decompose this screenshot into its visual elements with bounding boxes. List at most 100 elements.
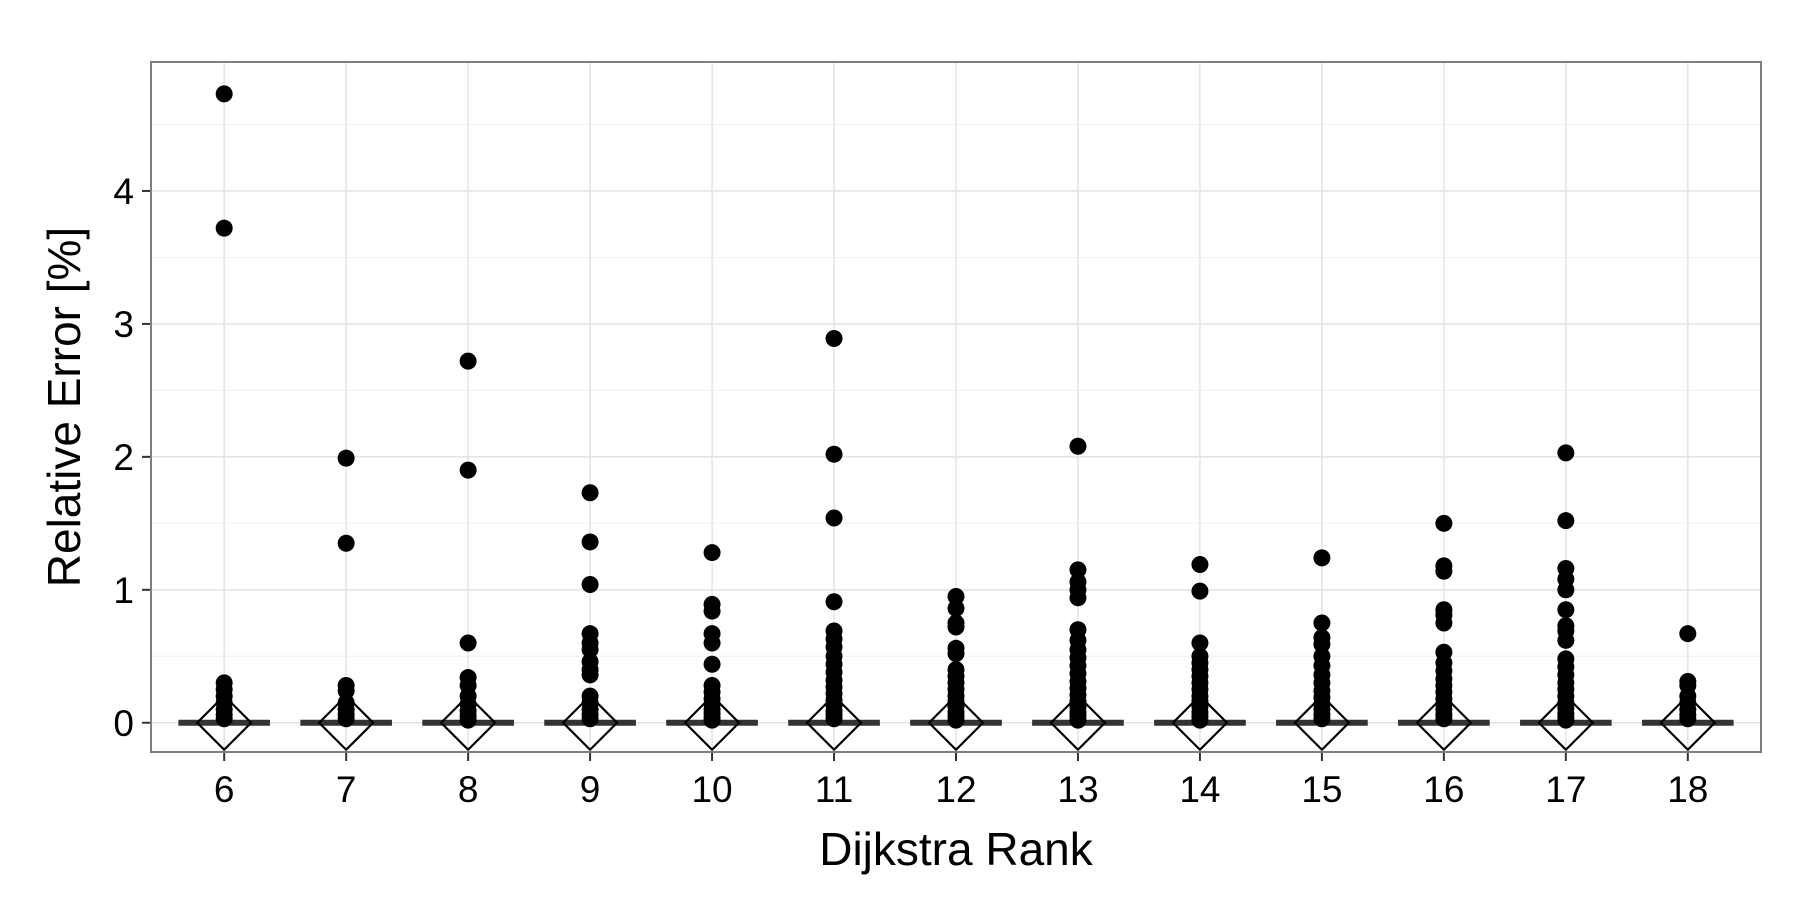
boxplot-group <box>1276 549 1368 752</box>
outlier-point <box>703 602 721 620</box>
outlier-point <box>1679 625 1697 643</box>
outlier-point <box>459 352 477 370</box>
y-tick-label: 3 <box>113 304 134 345</box>
outlier-point <box>337 710 355 728</box>
outlier-point <box>703 655 721 673</box>
outlier-point <box>581 641 599 659</box>
mean-marker <box>1659 694 1717 752</box>
data-layer <box>178 85 1734 752</box>
boxplot-group <box>910 587 1002 752</box>
outlier-point <box>1191 556 1209 574</box>
outlier-point <box>459 711 477 729</box>
outlier-point <box>215 219 233 237</box>
outlier-point <box>1313 710 1331 728</box>
boxplot-group <box>1032 437 1124 752</box>
outlier-point <box>1069 711 1087 729</box>
mean-marker <box>195 694 253 752</box>
outlier-point <box>1069 437 1087 455</box>
outlier-point <box>703 634 721 652</box>
outlier-point <box>1679 710 1697 728</box>
outlier-point <box>1557 581 1575 599</box>
outlier-point <box>825 509 843 527</box>
outlier-point <box>1557 601 1575 619</box>
y-tick-label: 0 <box>113 703 134 744</box>
boxplot-group <box>300 449 392 752</box>
outlier-point <box>1069 561 1087 579</box>
outlier-point <box>1557 444 1575 462</box>
outlier-point <box>1313 614 1331 632</box>
outlier-point <box>1191 711 1209 729</box>
outlier-point <box>1435 514 1453 532</box>
outlier-point <box>1435 710 1453 728</box>
outlier-point <box>581 484 599 502</box>
x-tick-label: 12 <box>935 769 976 810</box>
outlier-point <box>1313 549 1331 567</box>
mean-marker <box>805 694 863 752</box>
plot-frame <box>150 61 1762 753</box>
outlier-point <box>1191 582 1209 600</box>
x-tick-label: 9 <box>580 769 601 810</box>
boxplot-group <box>178 85 270 752</box>
outlier-point <box>459 461 477 479</box>
outlier-point <box>581 710 599 728</box>
boxplot-group <box>1398 514 1490 752</box>
boxplot-group <box>1154 556 1246 752</box>
outlier-point <box>1069 589 1087 607</box>
outlier-point <box>581 533 599 551</box>
x-tick-label: 13 <box>1057 769 1098 810</box>
y-axis-title: Relative Error [%] <box>38 227 90 587</box>
x-tick-label: 7 <box>336 769 357 810</box>
boxplot-group <box>666 544 758 752</box>
mean-marker <box>683 694 741 752</box>
outlier-point <box>581 575 599 593</box>
outlier-point <box>215 85 233 103</box>
outlier-point <box>825 330 843 348</box>
y-tick-label: 4 <box>113 171 134 212</box>
x-tick-label: 17 <box>1545 769 1586 810</box>
outlier-point <box>825 593 843 611</box>
outlier-point <box>1435 562 1453 580</box>
outlier-point <box>337 534 355 552</box>
mean-marker <box>1171 694 1229 752</box>
boxplot-group <box>544 484 636 752</box>
outlier-point <box>947 645 965 663</box>
x-axis-title: Dijkstra Rank <box>819 823 1094 875</box>
outlier-point <box>947 711 965 729</box>
outlier-point <box>703 544 721 562</box>
outlier-point <box>825 445 843 463</box>
mean-marker <box>1415 694 1473 752</box>
boxplot-group <box>1520 444 1612 752</box>
x-tick-label: 8 <box>458 769 479 810</box>
boxplot-group <box>422 352 514 752</box>
boxplot-group <box>788 330 880 752</box>
outlier-point <box>1313 635 1331 653</box>
outlier-point <box>337 449 355 467</box>
mean-marker <box>439 694 497 752</box>
outlier-point <box>459 634 477 652</box>
outlier-point <box>215 710 233 728</box>
x-tick-label: 14 <box>1179 769 1220 810</box>
mean-marker <box>1537 694 1595 752</box>
x-tick-label: 10 <box>691 769 732 810</box>
outlier-point <box>337 682 355 700</box>
mean-marker <box>317 694 375 752</box>
mean-marker <box>927 694 985 752</box>
outlier-point <box>947 618 965 636</box>
outlier-point <box>1557 512 1575 530</box>
boxplot-group <box>1642 625 1734 752</box>
x-tick-label: 6 <box>214 769 235 810</box>
outlier-point <box>581 666 599 684</box>
mean-marker <box>1293 694 1351 752</box>
outlier-point <box>825 710 843 728</box>
outlier-point <box>947 587 965 605</box>
outlier-point <box>1191 634 1209 652</box>
mean-marker <box>561 694 619 752</box>
x-tick-label: 16 <box>1423 769 1464 810</box>
y-tick-label: 2 <box>113 437 134 478</box>
x-tick-label: 18 <box>1667 769 1708 810</box>
mean-marker <box>1049 694 1107 752</box>
outlier-point <box>947 599 965 617</box>
